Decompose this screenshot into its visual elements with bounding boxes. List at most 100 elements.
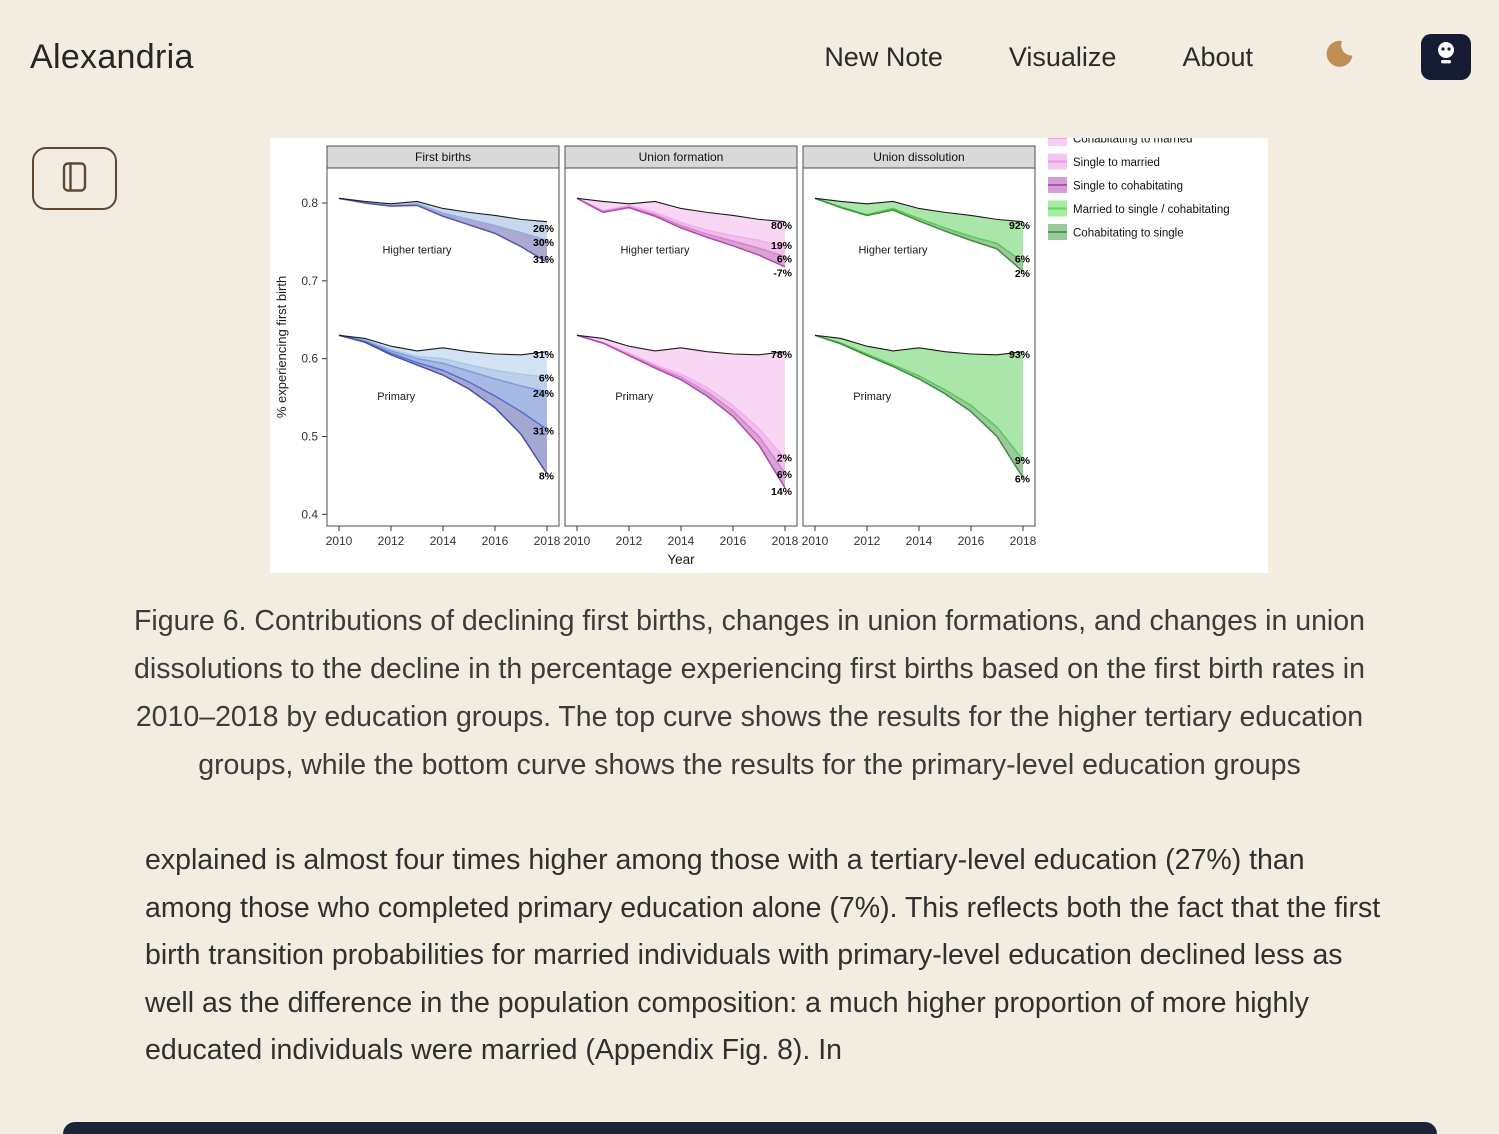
x-tick-label: 2014 (668, 534, 695, 548)
legend-label: Single to cohabitating (1073, 181, 1183, 193)
series-line (814, 334, 1024, 461)
article-paragraph: explained is almost four times higher am… (145, 844, 1381, 1066)
figure-caption: Figure 6. Contributions of declining fir… (134, 605, 1365, 781)
legend-label: Married to single / cohabitating (1073, 204, 1230, 216)
chart-legend: Cohabitating to married Single to married… (1048, 138, 1230, 240)
series-line (576, 197, 786, 268)
x-tick-label: 2016 (482, 534, 509, 548)
series-line (814, 334, 1024, 479)
bottom-toolbar[interactable] (63, 1122, 1437, 1134)
series-line (338, 334, 548, 379)
app-badge-link[interactable] (1421, 34, 1471, 80)
group-label: Primary (377, 391, 415, 403)
decomposition-band (339, 198, 547, 241)
pct-annotation: 6% (1015, 474, 1031, 486)
series-line (814, 197, 1024, 273)
x-tick-label: 2014 (906, 534, 933, 548)
x-tick-label: 2018 (1010, 534, 1037, 548)
series-line (338, 334, 548, 431)
pct-annotation: 14% (771, 486, 793, 498)
pct-annotation: 9% (1015, 455, 1031, 467)
reference-line (338, 197, 548, 223)
group-label: Primary (615, 391, 653, 403)
legend-swatch (1048, 138, 1067, 146)
pct-annotation: 30% (533, 237, 555, 249)
x-tick-label: 2018 (534, 534, 561, 548)
decomposition-band (339, 335, 547, 474)
y-tick-label: 0.6 (301, 352, 318, 366)
facet-title: Union dissolution (873, 150, 964, 164)
series-line (576, 334, 786, 489)
legend-label: Cohabitating to married (1073, 138, 1193, 146)
legend-label: Single to married (1073, 157, 1160, 169)
y-tick-label: 0.7 (301, 274, 318, 288)
reference-line (576, 197, 786, 223)
group-label: Higher tertiary (382, 245, 452, 257)
y-axis-label: % experiencing first birth (274, 276, 289, 418)
pct-annotation: -7% (773, 267, 792, 279)
x-tick-label: 2010 (564, 534, 591, 548)
main-nav: New Note Visualize About (824, 34, 1471, 80)
app-header: Alexandria New Note Visualize About (0, 0, 1499, 80)
pct-annotation: 6% (777, 253, 793, 265)
pct-annotation: 19% (771, 240, 793, 252)
group-label: Higher tertiary (858, 245, 928, 257)
facet-strip (564, 145, 798, 169)
series-line (576, 334, 786, 459)
pct-annotation: 6% (777, 469, 793, 481)
moon-icon (1319, 38, 1355, 77)
pct-annotation: 31% (533, 254, 555, 266)
pct-annotation: 6% (1015, 253, 1031, 265)
x-tick-label: 2012 (378, 534, 405, 548)
nav-about[interactable]: About (1182, 41, 1253, 72)
chart-panel: First births 2010 2012 2014 2016 2018 Higher t… (326, 145, 561, 548)
legend-label: Cohabitating to single (1073, 228, 1184, 240)
reference-line (338, 334, 548, 356)
pct-annotation: 31% (533, 425, 555, 437)
app-title: Alexandria (30, 37, 194, 76)
decomposition-band (339, 198, 547, 263)
y-tick-label: 0.5 (301, 430, 318, 444)
reference-line (814, 197, 1024, 223)
nav-visualize[interactable]: Visualize (1008, 41, 1117, 72)
decomposition-band (339, 335, 547, 378)
pct-annotation: 2% (1015, 268, 1031, 280)
pct-annotation: 31% (533, 349, 555, 361)
pct-annotation: 80% (771, 220, 793, 232)
pct-annotation: 93% (1009, 349, 1031, 361)
nav-new-note[interactable]: New Note (824, 41, 943, 72)
x-tick-label: 2016 (958, 534, 985, 548)
facet-strip (802, 145, 1036, 169)
pct-annotation: 2% (777, 453, 793, 465)
series-line (338, 334, 548, 475)
series-line (338, 197, 548, 263)
facet-title: Union formation (639, 150, 724, 164)
x-tick-label: 2012 (616, 534, 643, 548)
pct-annotation: 6% (539, 372, 555, 384)
series-line (338, 334, 548, 393)
x-tick-label: 2010 (802, 534, 829, 548)
figure-chart-svg: % experiencing first birth 0.4 0.5 0.6 0.7 0.… (274, 138, 1230, 567)
series-line (576, 197, 786, 248)
x-tick-label: 2012 (854, 534, 881, 548)
group-label: Higher tertiary (620, 245, 690, 257)
pct-annotation: 78% (771, 349, 793, 361)
reference-line (576, 334, 786, 356)
decomposition-band (577, 335, 785, 459)
x-tick-label: 2018 (772, 534, 799, 548)
pct-annotation: 26% (533, 223, 555, 235)
theme-toggle-button[interactable] (1319, 38, 1355, 77)
chart-panel: Union dissolution 2010 2012 2014 2016 2018 Hig… (802, 145, 1037, 548)
decomposition-band (815, 335, 1023, 460)
book-icon (57, 159, 93, 198)
x-axis-label: Year (667, 552, 695, 567)
pct-annotation: 24% (533, 388, 555, 400)
series-line (338, 197, 548, 242)
group-label: Primary (853, 391, 891, 403)
x-tick-label: 2010 (326, 534, 353, 548)
y-tick-label: 0.8 (301, 196, 318, 210)
facet-title: First births (415, 150, 471, 164)
x-tick-label: 2016 (720, 534, 747, 548)
reader-mode-button[interactable] (32, 147, 117, 210)
x-tick-label: 2014 (430, 534, 457, 548)
